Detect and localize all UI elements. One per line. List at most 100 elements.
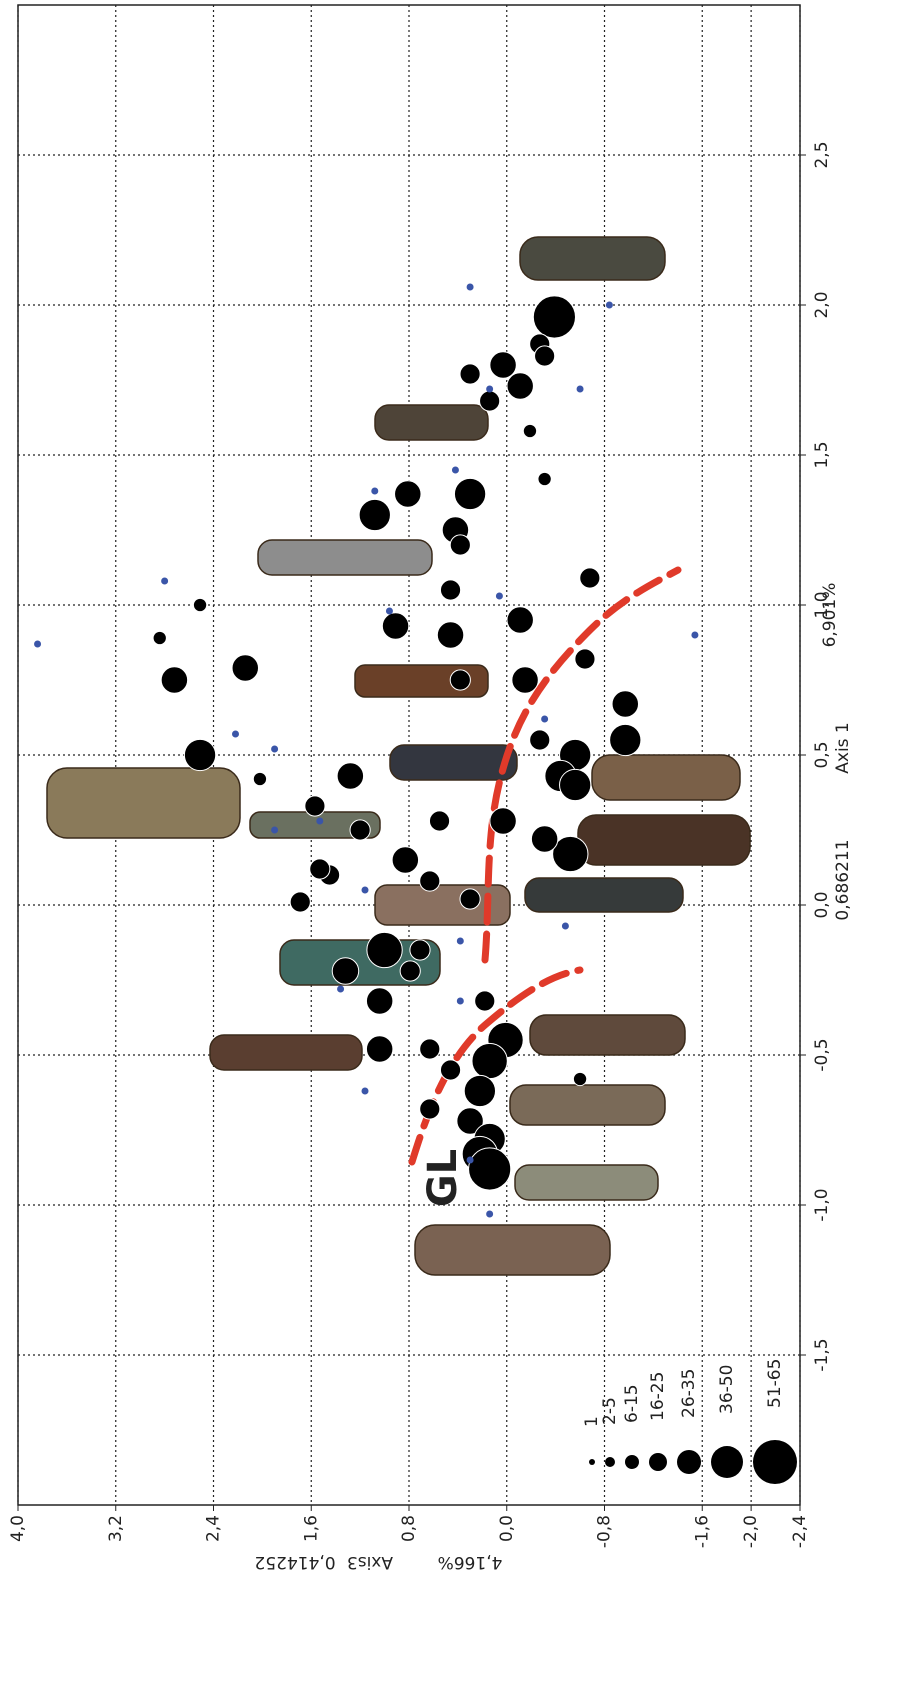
point	[522, 423, 538, 439]
x-tick-label: 4,0	[8, 1515, 28, 1542]
series	[152, 295, 642, 1191]
x-tick-label: 3,2	[106, 1515, 126, 1542]
point	[436, 621, 465, 649]
boundary-curve	[408, 966, 584, 1166]
point	[456, 997, 464, 1005]
y-tick-label: -1,0	[812, 1188, 832, 1221]
y-axis-label: 0,686211	[833, 839, 853, 920]
point	[183, 738, 217, 772]
y-tick-label: 2,5	[812, 141, 832, 168]
legend-marker	[677, 1450, 701, 1474]
legend-label: 1	[582, 1416, 602, 1427]
y-tick-label: 0,5	[812, 741, 832, 768]
point	[152, 630, 167, 646]
point	[365, 1035, 394, 1063]
point	[506, 606, 534, 634]
point	[691, 631, 699, 639]
x-axis-label: Axis3	[347, 1552, 393, 1572]
point	[34, 640, 42, 648]
legend-marker	[589, 1459, 595, 1465]
point	[463, 1074, 497, 1108]
point	[271, 745, 279, 753]
point	[381, 612, 410, 640]
x-tick-label: -0,8	[595, 1515, 615, 1548]
point	[337, 985, 345, 993]
boundary	[408, 566, 682, 1166]
legend-label: 36-50	[717, 1365, 737, 1414]
point	[316, 817, 324, 825]
point	[561, 922, 569, 930]
point	[371, 487, 379, 495]
point	[506, 372, 534, 400]
legend-marker	[649, 1453, 667, 1471]
point	[489, 351, 517, 379]
y-tick-label: 1,5	[812, 441, 832, 468]
point	[459, 363, 481, 385]
point	[486, 1210, 494, 1218]
x-tick-label: 2,4	[204, 1515, 224, 1542]
boundary-curve	[481, 566, 682, 964]
point	[611, 690, 640, 718]
point	[336, 762, 365, 790]
point	[541, 715, 549, 723]
x-tick-label: 1,6	[301, 1515, 321, 1542]
point	[419, 1038, 441, 1060]
point	[552, 835, 589, 873]
y-tick-label: 0,0	[812, 891, 832, 918]
point	[609, 723, 642, 757]
point	[304, 795, 326, 817]
point	[574, 648, 596, 670]
point	[537, 471, 552, 487]
point	[559, 768, 592, 802]
legend-label: 51-65	[765, 1359, 785, 1408]
point	[289, 891, 311, 913]
legend-label: 6-15	[622, 1384, 642, 1423]
y-tick-label: 2,0	[812, 291, 832, 318]
point	[451, 466, 459, 474]
point	[576, 385, 584, 393]
point	[530, 825, 559, 853]
point	[529, 729, 551, 751]
legend-marker	[711, 1446, 743, 1478]
legend-marker	[625, 1455, 639, 1469]
point	[161, 577, 169, 585]
legend-marker	[753, 1440, 797, 1484]
x-axis-label: 0,414252	[254, 1552, 335, 1572]
y-tick-label: 1,0	[812, 591, 832, 618]
legend-label: 16-25	[648, 1372, 668, 1421]
point	[605, 301, 613, 309]
point	[466, 283, 474, 291]
x-tick-label: -2,4	[790, 1515, 810, 1548]
point	[365, 987, 394, 1015]
point	[358, 498, 391, 532]
point	[439, 579, 462, 601]
point	[456, 1107, 484, 1135]
point	[399, 960, 421, 982]
point	[192, 597, 208, 613]
series	[34, 283, 699, 1218]
x-tick-label: 0,0	[497, 1515, 517, 1542]
x-tick-label: -1,6	[692, 1515, 712, 1548]
y-axis-label: 6,901%	[820, 583, 840, 648]
point	[349, 819, 371, 841]
point	[361, 886, 369, 894]
x-tick-label: -2,0	[741, 1515, 761, 1548]
point	[474, 990, 496, 1012]
x-axis-label: 4,166%	[438, 1552, 503, 1572]
point	[394, 480, 422, 508]
point	[534, 345, 556, 367]
point	[409, 939, 431, 961]
point	[361, 1087, 369, 1095]
photos	[46, 236, 751, 1276]
point	[511, 666, 539, 694]
point	[572, 1071, 588, 1087]
point	[231, 654, 260, 682]
point	[532, 295, 576, 339]
point	[456, 937, 464, 945]
point	[466, 1156, 474, 1164]
point	[468, 1147, 512, 1191]
point	[391, 846, 420, 874]
point	[419, 870, 441, 892]
point	[489, 807, 517, 835]
legend-label: 2-5	[600, 1397, 620, 1425]
